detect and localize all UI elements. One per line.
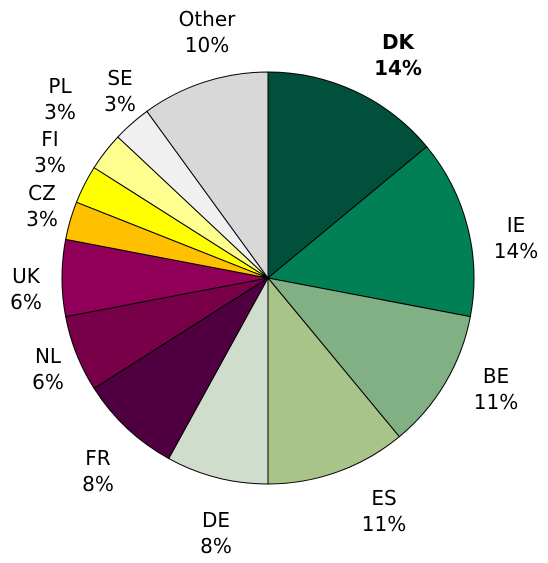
slice-value-other: 10% bbox=[185, 33, 229, 57]
pie-slice-de bbox=[168, 277, 269, 485]
slice-value-ie: 14% bbox=[494, 239, 538, 263]
pie-slice-fr bbox=[93, 277, 269, 460]
pie-slice-be bbox=[266, 277, 471, 438]
pie-labels: DK14%IE14%BE11%ES11%DE8%FR8%NL6%UK6%CZ3%… bbox=[10, 7, 538, 558]
slice-label-nl: NL bbox=[35, 344, 62, 368]
slice-label-other: Other bbox=[179, 7, 237, 31]
slice-value-de: 8% bbox=[200, 534, 232, 558]
slice-value-cz: 3% bbox=[26, 207, 58, 231]
slice-label-pl: PL bbox=[48, 74, 72, 98]
slice-label-es: ES bbox=[371, 486, 396, 510]
slice-value-pl: 3% bbox=[44, 100, 76, 124]
slice-label-ie: IE bbox=[507, 213, 526, 237]
pie-slice-es bbox=[267, 276, 401, 485]
slice-label-be: BE bbox=[483, 364, 509, 388]
pie-slices bbox=[61, 71, 475, 485]
slice-value-fi: 3% bbox=[34, 153, 66, 177]
slice-value-se: 3% bbox=[104, 92, 136, 116]
slice-label-uk: UK bbox=[12, 264, 41, 288]
slice-label-fr: FR bbox=[85, 446, 111, 470]
slice-label-de: DE bbox=[202, 508, 230, 532]
slice-value-be: 11% bbox=[474, 390, 518, 414]
slice-value-es: 11% bbox=[362, 512, 406, 536]
pie-slice-ie bbox=[266, 145, 475, 318]
pie-slice-dk bbox=[267, 71, 428, 280]
slice-label-se: SE bbox=[107, 66, 132, 90]
slice-value-uk: 6% bbox=[10, 290, 42, 314]
slice-value-fr: 8% bbox=[82, 472, 114, 496]
slice-value-nl: 6% bbox=[32, 370, 64, 394]
slice-label-fi: FI bbox=[41, 127, 58, 151]
slice-value-dk: 14% bbox=[374, 56, 422, 80]
pie-slice-other bbox=[146, 71, 269, 280]
slice-label-cz: CZ bbox=[28, 181, 56, 205]
slice-label-dk: DK bbox=[382, 30, 416, 54]
